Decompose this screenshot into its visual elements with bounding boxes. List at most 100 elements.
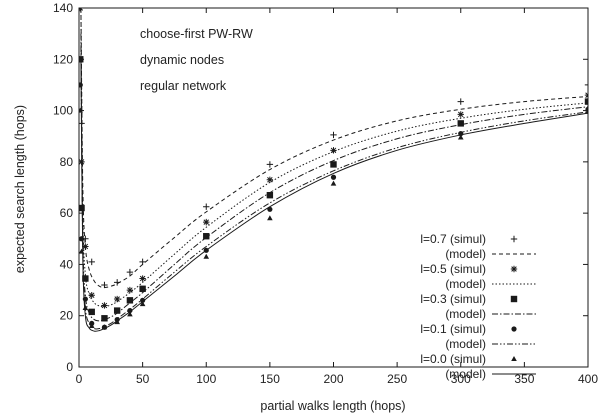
x-tick-label: 250 — [387, 372, 407, 386]
axis-ticks: 0 50 100 150 200 250 300 350 400 0 20 40 60 80 100 120 1… — [53, 1, 598, 386]
legend-marker — [510, 295, 518, 303]
sim-point — [457, 120, 464, 127]
sim-point — [584, 91, 588, 99]
sim-point — [88, 258, 95, 266]
sim-point — [79, 82, 83, 88]
sim-point — [203, 233, 210, 240]
y-tick-label: 80 — [60, 155, 74, 169]
sim-point — [457, 134, 464, 140]
legend-sim-label: l=0.7 (simul) — [420, 232, 486, 246]
y-axis-title: expected search length (hops) — [13, 105, 27, 273]
model-curve-4 — [80, 59, 588, 332]
x-tick-label: 150 — [260, 372, 280, 386]
sim-point — [126, 297, 134, 304]
legend-marker — [511, 326, 517, 332]
legend-sim-label: l=0.1 (simul) — [420, 322, 486, 336]
y-tick-label: 40 — [60, 257, 74, 271]
x-tick-label: 400 — [578, 372, 598, 386]
sim-point — [139, 285, 146, 292]
sim-point — [113, 295, 121, 303]
sim-point — [82, 243, 89, 250]
sim-point — [79, 248, 85, 254]
sim-point — [140, 297, 146, 303]
model-curve-3 — [80, 46, 588, 330]
sim-point — [203, 203, 210, 210]
x-tick-label: 300 — [451, 372, 471, 386]
sim-point — [457, 111, 464, 118]
legend-model-label: (model) — [445, 367, 486, 381]
sim-point — [266, 176, 274, 184]
y-tick-label: 140 — [53, 1, 73, 15]
sim-point — [82, 305, 89, 311]
x-tick-label: 0 — [76, 372, 83, 386]
legend-sim-label: l=0.3 (simul) — [420, 292, 486, 306]
sim-point — [139, 258, 146, 266]
sim-point — [266, 191, 274, 199]
sim-point — [330, 174, 337, 180]
simulation-markers — [79, 8, 588, 330]
legend-sim-label: l=0.5 (simul) — [420, 262, 486, 276]
x-tick-label: 350 — [514, 372, 534, 386]
sim-point — [101, 315, 108, 322]
sim-point — [82, 296, 88, 302]
sim-point — [266, 161, 274, 168]
legend-sim-label: l=0.0 (simul) — [420, 352, 486, 366]
sim-point — [267, 215, 273, 221]
sim-point — [88, 322, 95, 328]
sim-point — [330, 131, 337, 139]
sim-point — [126, 268, 134, 276]
sim-point — [330, 180, 337, 186]
sim-point — [458, 131, 464, 137]
sim-point — [101, 281, 108, 289]
sim-point — [101, 324, 108, 330]
sim-point — [139, 301, 146, 307]
sim-point — [127, 311, 133, 317]
sim-point — [88, 292, 95, 299]
sim-point — [203, 253, 210, 259]
sim-point — [79, 236, 85, 242]
sim-point — [113, 307, 121, 314]
sim-point — [203, 218, 210, 226]
annotation-network: regular network — [140, 79, 227, 93]
y-tick-label: 60 — [60, 206, 74, 220]
legend-model-label: (model) — [445, 337, 486, 351]
y-tick-label: 20 — [60, 309, 74, 323]
sim-point — [79, 120, 85, 127]
legend-model-label: (model) — [445, 277, 486, 291]
sim-point — [584, 98, 588, 105]
sim-point — [203, 247, 209, 253]
sim-point — [101, 302, 108, 309]
annotation-nodes: dynamic nodes — [140, 53, 224, 67]
sim-point — [267, 206, 273, 212]
sim-point — [79, 204, 85, 212]
sim-point — [82, 275, 89, 282]
x-axis-title: partial walks length (hops) — [260, 399, 405, 413]
model-curve-0 — [80, 8, 588, 289]
x-tick-label: 100 — [196, 372, 216, 386]
annotation-algorithm: choose-first PW-RW — [140, 27, 253, 41]
sim-point — [114, 319, 120, 325]
sim-point — [79, 158, 85, 166]
x-tick-label: 200 — [323, 372, 343, 386]
sim-point — [127, 307, 133, 314]
model-curve-2 — [80, 33, 588, 322]
sim-point — [79, 107, 84, 113]
legend-model-label: (model) — [445, 307, 486, 321]
legend-marker — [510, 235, 518, 243]
sim-point — [457, 98, 464, 105]
sim-point — [88, 308, 95, 316]
sim-point — [330, 161, 337, 168]
sim-point — [139, 275, 146, 282]
sim-point — [585, 108, 588, 114]
sim-point — [79, 56, 84, 63]
x-tick-label: 50 — [136, 372, 150, 386]
y-tick-label: 0 — [66, 360, 73, 374]
legend-model-label: (model) — [445, 247, 486, 261]
sim-point — [113, 279, 121, 286]
y-tick-label: 100 — [53, 104, 73, 118]
y-tick-label: 120 — [53, 52, 73, 66]
sim-point — [126, 286, 134, 294]
legend: l=0.7 (simul)(model)l=0.5 (simul)(model)… — [420, 232, 536, 381]
sim-point — [79, 8, 84, 12]
